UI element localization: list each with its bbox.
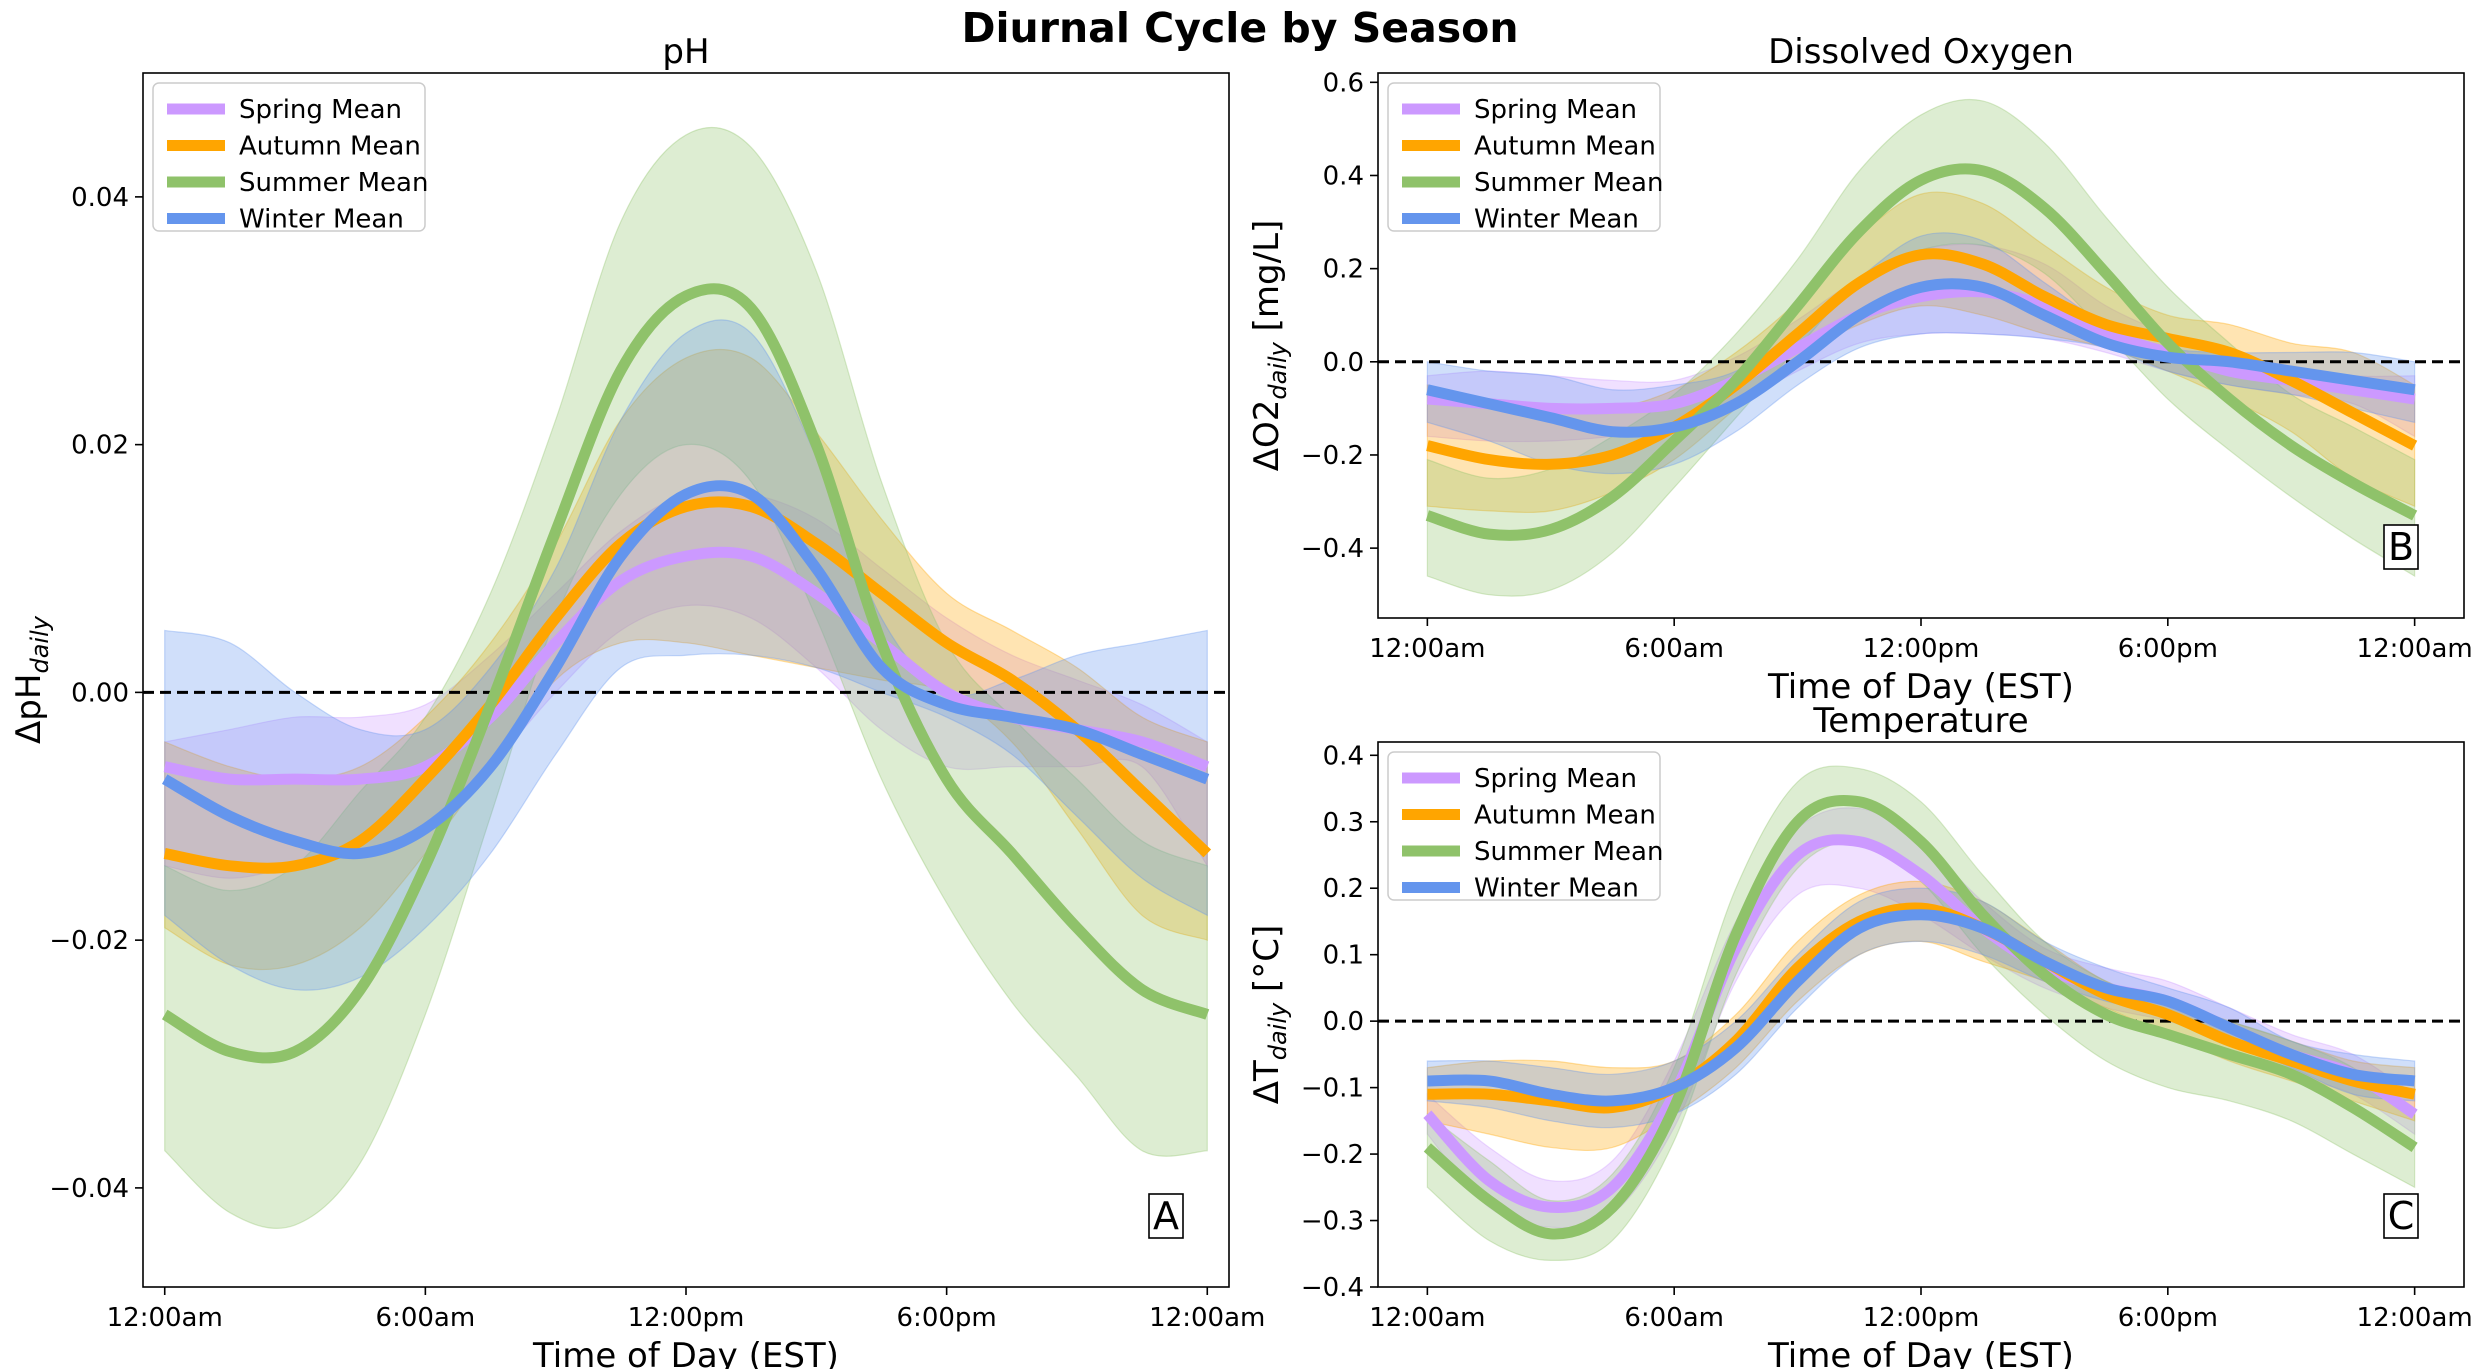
temperature-line-summer-mean bbox=[1423, 794, 2418, 1240]
dissolved-oxygen-plot-area bbox=[1378, 98, 2464, 597]
dissolved-oxygen-ytick-label: 0.6 bbox=[1323, 68, 1364, 98]
temperature-xtick-label: 6:00pm bbox=[2118, 1303, 2218, 1333]
temperature-xtick-label: 12:00am bbox=[1369, 1303, 1485, 1333]
temperature-panel-label-box bbox=[2383, 1193, 2419, 1239]
ph-band-summer-mean bbox=[164, 126, 1208, 1229]
temperature-legend-label: Winter Mean bbox=[1474, 874, 1639, 904]
temperature-legend: Spring Mean Autumn Mean Summer Mean Winter … bbox=[1387, 751, 1663, 904]
dissolved-oxygen-line-summer-mean bbox=[1425, 163, 2418, 541]
dissolved-oxygen-xtick-label: 12:00pm bbox=[1863, 634, 1980, 664]
ph-xtick-label: 12:00am bbox=[1149, 1303, 1265, 1333]
ph-ytick-label: 0.02 bbox=[71, 431, 129, 461]
temperature-legend-label: Autumn Mean bbox=[1474, 801, 1656, 831]
ph-legend-label: Autumn Mean bbox=[239, 132, 421, 162]
dissolved-oxygen-ytick-label: −0.2 bbox=[1301, 441, 1364, 471]
dissolved-oxygen-legend-label: Autumn Mean bbox=[1474, 132, 1656, 162]
dissolved-oxygen-xtick-label: 6:00am bbox=[1624, 634, 1724, 664]
ph-legend-box bbox=[152, 82, 426, 232]
temperature-legend-box bbox=[1387, 751, 1661, 901]
dissolved-oxygen-xtick-label: 12:00am bbox=[1369, 634, 1485, 664]
dissolved-oxygen-panel: 12:00am 6:00am 12:00pm 6:00pm 12:00am −0.4 −0.… bbox=[1247, 32, 2473, 707]
ph-line-autumn-mean bbox=[163, 496, 1212, 874]
temperature-band-summer-mean bbox=[1426, 765, 2416, 1262]
ph-ytick-label: −0.04 bbox=[49, 1174, 129, 1204]
ph-ylabel: ΔpHdaily bbox=[9, 615, 54, 744]
dissolved-oxygen-legend-box bbox=[1387, 82, 1661, 232]
ph-panel-label: A bbox=[1153, 1194, 1179, 1238]
dissolved-oxygen-xtick-label: 6:00pm bbox=[2118, 634, 2218, 664]
temperature-ytick-label: −0.4 bbox=[1301, 1273, 1364, 1303]
temperature-ytick-label: 0.3 bbox=[1323, 808, 1364, 838]
dissolved-oxygen-legend-label: Winter Mean bbox=[1474, 205, 1639, 235]
temperature-line-autumn-mean bbox=[1427, 902, 2416, 1114]
ph-line-summer-mean bbox=[161, 283, 1210, 1064]
ph-panel: 12:00am 6:00am 12:00pm 6:00pm 12:00am −0.04 −0… bbox=[9, 32, 1265, 1369]
temperature-ylabel: ΔTdaily [°C] bbox=[1247, 925, 1292, 1105]
ph-xtick-label: 6:00am bbox=[376, 1303, 476, 1333]
temperature-title: Temperature bbox=[1812, 701, 2028, 741]
dissolved-oxygen-legend-label: Summer Mean bbox=[1474, 168, 1663, 198]
ph-legend: Spring Mean Autumn Mean Summer Mean Winter … bbox=[152, 82, 428, 235]
dissolved-oxygen-line-spring-mean bbox=[1426, 285, 2416, 415]
dissolved-oxygen-panel-label-box bbox=[2383, 524, 2419, 570]
ph-xtick-label: 12:00pm bbox=[628, 1303, 745, 1333]
dissolved-oxygen-ytick-label: 0.0 bbox=[1323, 348, 1364, 378]
dissolved-oxygen-ylabel: ΔO2daily [mg/L] bbox=[1247, 220, 1292, 472]
temperature-band-winter-mean bbox=[1426, 887, 2416, 1129]
ph-line-winter-mean bbox=[161, 480, 1210, 860]
dissolved-oxygen-xtick-label: 12:00am bbox=[2357, 634, 2473, 664]
temperature-ytick-label: 0.2 bbox=[1323, 874, 1364, 904]
temperature-legend-label: Summer Mean bbox=[1474, 837, 1663, 867]
dissolved-oxygen-ytick-label: −0.4 bbox=[1301, 534, 1364, 564]
temperature-ytick-label: 0.4 bbox=[1323, 741, 1364, 771]
ph-xtick-label: 6:00pm bbox=[897, 1303, 997, 1333]
temperature-ytick-label: −0.2 bbox=[1301, 1140, 1364, 1170]
figure-title: Diurnal Cycle by Season bbox=[961, 4, 1519, 52]
ph-ytick-label: 0.00 bbox=[71, 678, 129, 708]
ph-xtick-label: 12:00am bbox=[107, 1303, 223, 1333]
temperature-ytick-label: 0.1 bbox=[1323, 941, 1364, 971]
ph-legend-label: Summer Mean bbox=[239, 168, 428, 198]
dissolved-oxygen-line-winter-mean bbox=[1426, 278, 2416, 438]
ph-ytick-label: 0.04 bbox=[71, 183, 129, 213]
dissolved-oxygen-ytick-label: 0.4 bbox=[1323, 161, 1364, 191]
temperature-legend-label: Spring Mean bbox=[1474, 764, 1637, 794]
temperature-xlabel: Time of Day (EST) bbox=[1767, 1336, 2074, 1369]
dissolved-oxygen-title: Dissolved Oxygen bbox=[1768, 32, 2074, 72]
ph-plot-area bbox=[143, 126, 1229, 1229]
temperature-panel: 12:00am 6:00am 12:00pm 6:00pm 12:00am−0.4−0.… bbox=[1247, 701, 2473, 1369]
temperature-ytick-label: −0.3 bbox=[1301, 1207, 1364, 1237]
ph-ytick-label: −0.02 bbox=[49, 926, 129, 956]
dissolved-oxygen-ytick-label: 0.2 bbox=[1323, 255, 1364, 285]
temperature-ytick-label: 0.0 bbox=[1323, 1007, 1364, 1037]
dissolved-oxygen-legend-label: Spring Mean bbox=[1474, 95, 1637, 125]
temperature-plot-area bbox=[1378, 765, 2464, 1262]
ph-legend-label: Spring Mean bbox=[239, 95, 402, 125]
temperature-panel-label: C bbox=[2388, 1194, 2415, 1238]
temperature-xtick-label: 6:00am bbox=[1624, 1303, 1724, 1333]
temperature-xtick-label: 12:00am bbox=[2357, 1303, 2473, 1333]
ph-legend-label: Winter Mean bbox=[239, 205, 404, 235]
temperature-ytick-label: −0.1 bbox=[1301, 1074, 1364, 1104]
ph-xlabel: Time of Day (EST) bbox=[532, 1336, 839, 1369]
ph-panel-label-box bbox=[1148, 1193, 1184, 1239]
dissolved-oxygen-xlabel: Time of Day (EST) bbox=[1767, 667, 2074, 707]
temperature-xtick-label: 12:00pm bbox=[1863, 1303, 1980, 1333]
temperature-line-winter-mean bbox=[1427, 909, 2416, 1107]
ph-title: pH bbox=[662, 32, 709, 72]
dissolved-oxygen-legend: Spring Mean Autumn Mean Summer Mean Winter … bbox=[1387, 82, 1663, 235]
dissolved-oxygen-panel-label: B bbox=[2388, 525, 2414, 569]
